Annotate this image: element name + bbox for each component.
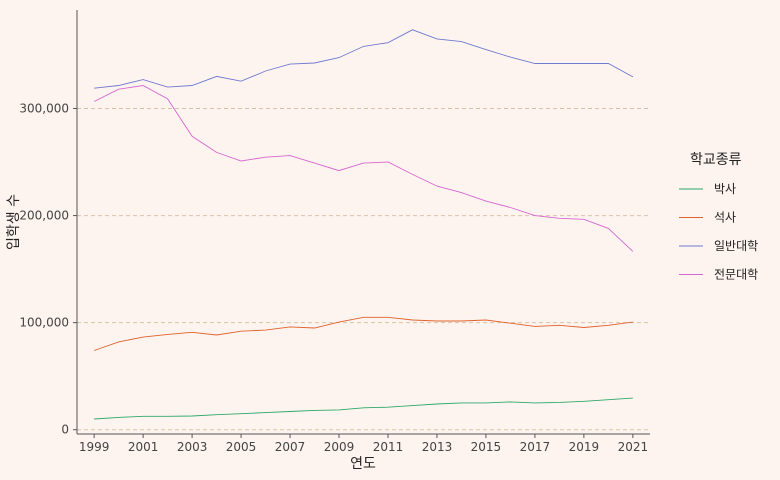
y-axis-title: 입학생 수 — [6, 194, 22, 250]
legend-label-석사: 석사 — [714, 211, 736, 225]
x-axis-title: 연도 — [350, 456, 376, 472]
x-tick-label: 2007 — [275, 440, 306, 454]
legend-title: 학교종류 — [690, 152, 742, 168]
series-line-일반대학 — [94, 29, 634, 89]
series-line-석사 — [93, 316, 633, 351]
y-tick-label: 200,000 — [19, 209, 69, 223]
legend-label-박사: 박사 — [714, 182, 736, 196]
x-tick-label: 2019 — [569, 440, 600, 454]
x-tick-label: 2017 — [520, 440, 551, 454]
axes — [76, 10, 650, 435]
gridlines — [77, 108, 650, 431]
x-tick-label: 2001 — [128, 440, 159, 454]
x-tick-label: 1999 — [79, 440, 110, 454]
x-tick-label: 2011 — [373, 440, 404, 454]
y-tick-label: 0 — [61, 423, 69, 437]
legend-label-일반대학: 일반대학 — [714, 239, 758, 253]
series-lines — [93, 29, 634, 420]
x-tick-label: 2005 — [226, 440, 257, 454]
x-tick-label: 2013 — [422, 440, 453, 454]
legend-label-전문대학: 전문대학 — [714, 268, 758, 282]
x-tick-label: 2009 — [324, 440, 355, 454]
x-tick-label: 2015 — [471, 440, 502, 454]
x-tick-label: 2003 — [177, 440, 208, 454]
y-tick-label: 100,000 — [19, 316, 69, 330]
x-ticks: 1999 2001 2003 2005 2007 2009 2011 2013 2015 2017… — [79, 434, 648, 454]
y-ticks: 0 100,000 200,000 300,000 — [19, 102, 77, 437]
series-line-박사 — [94, 397, 633, 420]
series-line-전문대학 — [93, 85, 634, 252]
x-tick-label: 2021 — [618, 440, 649, 454]
y-tick-label: 300,000 — [19, 102, 69, 116]
